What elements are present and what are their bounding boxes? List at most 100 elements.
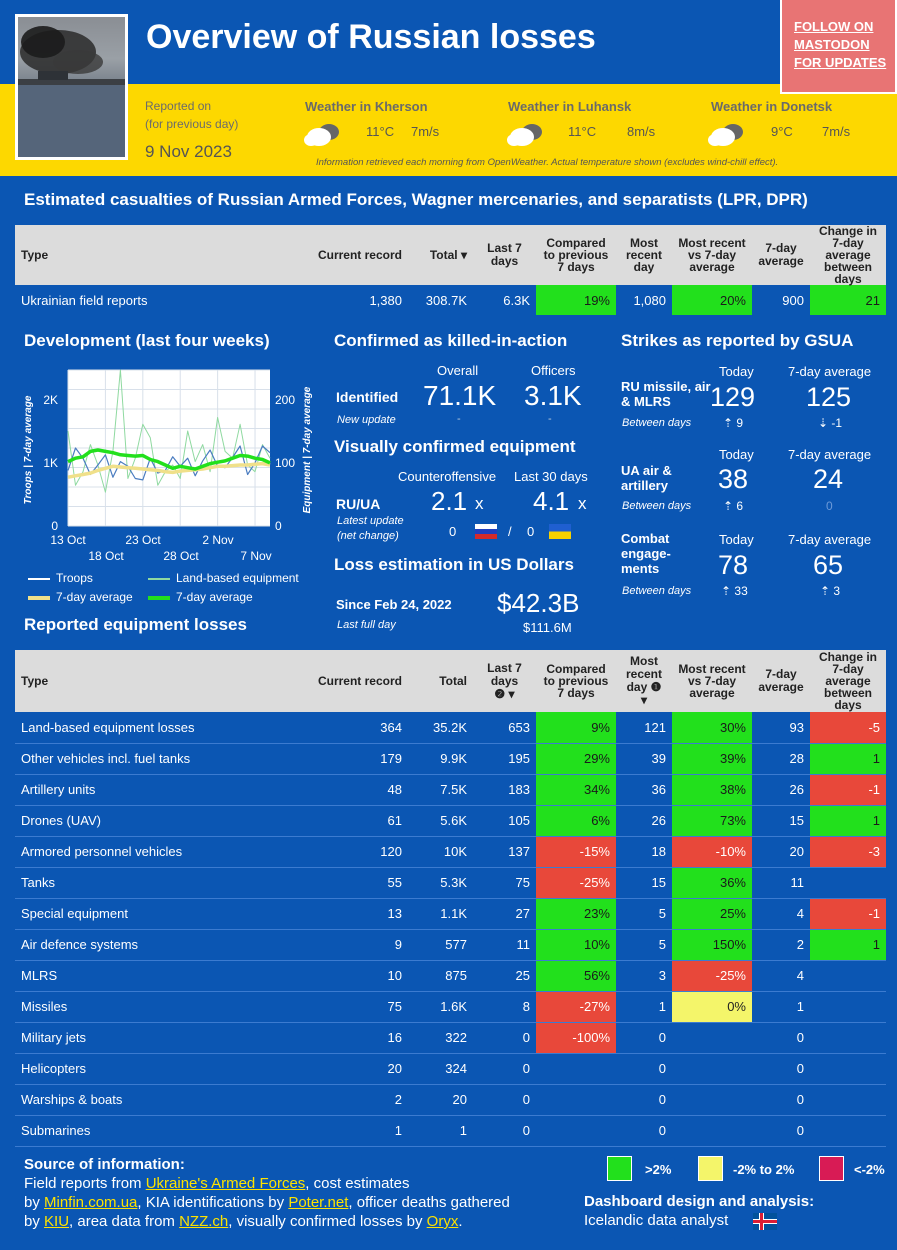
cell-type: Tanks xyxy=(15,867,305,899)
cell-compared: 19% xyxy=(536,285,616,315)
donetsk-temp: 9°C xyxy=(771,124,793,139)
table-row: Drones (UAV) 61 5.6K 105 6% 26 73% 15 1 xyxy=(15,805,886,837)
col-most-recent[interactable]: Most recent day ❶ ▾ xyxy=(625,654,663,707)
new-update-label: New update xyxy=(337,414,396,426)
col-type[interactable]: Type xyxy=(21,674,49,688)
cell-7day-avg: 11 xyxy=(752,867,810,899)
cell-current: 1 xyxy=(305,1115,408,1147)
ukraine-flag-icon xyxy=(549,524,571,539)
cell-compared xyxy=(536,1084,616,1116)
col-7day-avg[interactable]: 7-day average xyxy=(758,667,804,694)
cell-recent: 36 xyxy=(616,774,672,806)
development-chart: Troops | 7-day average Equipment | 7-day… xyxy=(23,369,313,563)
col-current-record[interactable]: Current record xyxy=(317,674,402,688)
page-title: Overview of Russian losses xyxy=(146,18,596,56)
cell-total: 308.7K xyxy=(425,292,467,308)
source-link-oryx[interactable]: Oryx xyxy=(426,1213,459,1230)
strike-today-value: 78 xyxy=(718,550,749,580)
col-total[interactable]: Total ▾ xyxy=(429,248,467,262)
strikes-avg-label: 7-day average xyxy=(788,364,872,379)
col-compared[interactable]: Compared to previous 7 days xyxy=(543,236,609,274)
cell-change xyxy=(810,960,886,992)
officers-change: - xyxy=(548,413,552,425)
iceland-flag-icon xyxy=(753,1213,777,1230)
cell-current: 16 xyxy=(305,1022,408,1054)
strike-type-label: UA air & artillery xyxy=(621,463,672,493)
xtick: 2 Nov xyxy=(202,533,233,547)
col-total[interactable]: Total xyxy=(439,674,467,688)
cell-change xyxy=(810,1084,886,1116)
reported-label: Reported on xyxy=(145,99,212,113)
info-icon: ❶ xyxy=(650,680,662,694)
equipment-table: Type Current record Total Last 7 days ❷ ▾… xyxy=(15,650,886,1147)
table-row: Other vehicles incl. fuel tanks 179 9.9K 19… xyxy=(15,743,886,775)
kherson-temp: 11°C xyxy=(366,124,395,139)
counteroffensive-label: Counteroffensive xyxy=(398,469,497,484)
troops-line xyxy=(67,445,271,481)
cell-recent-vs-avg: 39% xyxy=(672,743,752,775)
cost-title: Loss estimation in US Dollars xyxy=(334,555,574,574)
cell-change xyxy=(810,867,886,899)
ytick-right: 100 xyxy=(275,456,295,470)
cell-current: 48 xyxy=(305,774,408,806)
legend-swatch xyxy=(28,595,50,600)
header-band xyxy=(0,0,897,84)
source-link-uaf[interactable]: Ukraine's Armed Forces xyxy=(145,1175,306,1192)
col-7day-avg[interactable]: 7-day average xyxy=(758,241,804,268)
cell-total: 5.3K xyxy=(408,867,473,899)
col-compared[interactable]: Compared to previous 7 days xyxy=(543,662,609,700)
col-current-record[interactable]: Current record xyxy=(317,248,402,262)
source-link-nzz[interactable]: NZZ.ch xyxy=(179,1213,229,1230)
cell-compared: 9% xyxy=(536,712,616,744)
cell-total: 1 xyxy=(408,1115,473,1147)
cell-7day-avg: 4 xyxy=(752,898,810,930)
col-most-recent[interactable]: Most recent day xyxy=(625,236,663,274)
cell-type: Drones (UAV) xyxy=(15,805,305,837)
table-row: Tanks 55 5.3K 75 -25% 15 36% 11 xyxy=(15,867,886,899)
cell-change: 1 xyxy=(810,805,886,837)
cell-recent: 15 xyxy=(616,867,672,899)
col-type[interactable]: Type xyxy=(21,248,49,262)
cell-last7: 6.3K xyxy=(503,292,530,308)
cell-recent-vs-avg: -25% xyxy=(672,960,752,992)
table-row: MLRS 10 875 25 56% 3 -25% 4 xyxy=(15,960,886,992)
col-change[interactable]: Change in 7-day average between days xyxy=(818,650,877,712)
cell-total: 322 xyxy=(408,1022,473,1054)
col-last7[interactable]: Last 7 days ❷ ▾ xyxy=(487,660,522,701)
troops-avg-line xyxy=(67,461,271,479)
cell-change: 1 xyxy=(810,743,886,775)
cell-last7: 25 xyxy=(473,960,536,992)
casualties-table: Type Current record Total ▾ Last 7 days … xyxy=(15,225,886,315)
sort-down-icon: ▾ xyxy=(460,248,467,262)
cell-type: Artillery units xyxy=(15,774,305,806)
warship-photo xyxy=(15,14,128,160)
cell-recent-vs-avg: 38% xyxy=(672,774,752,806)
legend-yellow-label: -2% to 2% xyxy=(733,1162,795,1177)
source-link-kiu[interactable]: KIU xyxy=(44,1213,70,1230)
legend-swatch xyxy=(28,577,50,580)
cell-compared: 23% xyxy=(536,898,616,930)
cell-7day-avg: 15 xyxy=(752,805,810,837)
cell-type: Armored personnel vehicles xyxy=(15,836,305,868)
development-title: Development (last four weeks) xyxy=(24,331,270,350)
strikes-title: Strikes as reported by GSUA xyxy=(621,331,854,350)
cell-current: 1,380 xyxy=(369,292,402,308)
cell-current: 364 xyxy=(305,712,408,744)
design-title: Dashboard design and analysis: xyxy=(584,1193,815,1210)
cell-compared xyxy=(536,1053,616,1085)
cell-recent-vs-avg: 73% xyxy=(672,805,752,837)
strikes-avg-label: 7-day average xyxy=(788,532,872,547)
col-last7[interactable]: Last 7 days xyxy=(487,241,522,268)
cell-recent-vs-avg: 0% xyxy=(672,991,752,1023)
cell-7day-avg: 1 xyxy=(752,991,810,1023)
cell-change: -3 xyxy=(810,836,886,868)
col-change[interactable]: Change in 7-day average between days xyxy=(818,224,877,286)
table-row: Warships & boats 2 20 0 0 0 xyxy=(15,1084,886,1116)
follow-mastodon-link[interactable]: FOLLOW ON MASTODON FOR UPDATES xyxy=(780,0,897,94)
col-recent-vs-avg[interactable]: Most recent vs 7-day average xyxy=(678,236,746,274)
source-link-minfin[interactable]: Minfin.com.ua xyxy=(44,1194,138,1211)
source-link-poter[interactable]: Poter.net xyxy=(288,1194,349,1211)
col-recent-vs-avg[interactable]: Most recent vs 7-day average xyxy=(678,662,746,700)
cell-7day-avg: 0 xyxy=(752,1022,810,1054)
cell-type: Special equipment xyxy=(15,898,305,930)
